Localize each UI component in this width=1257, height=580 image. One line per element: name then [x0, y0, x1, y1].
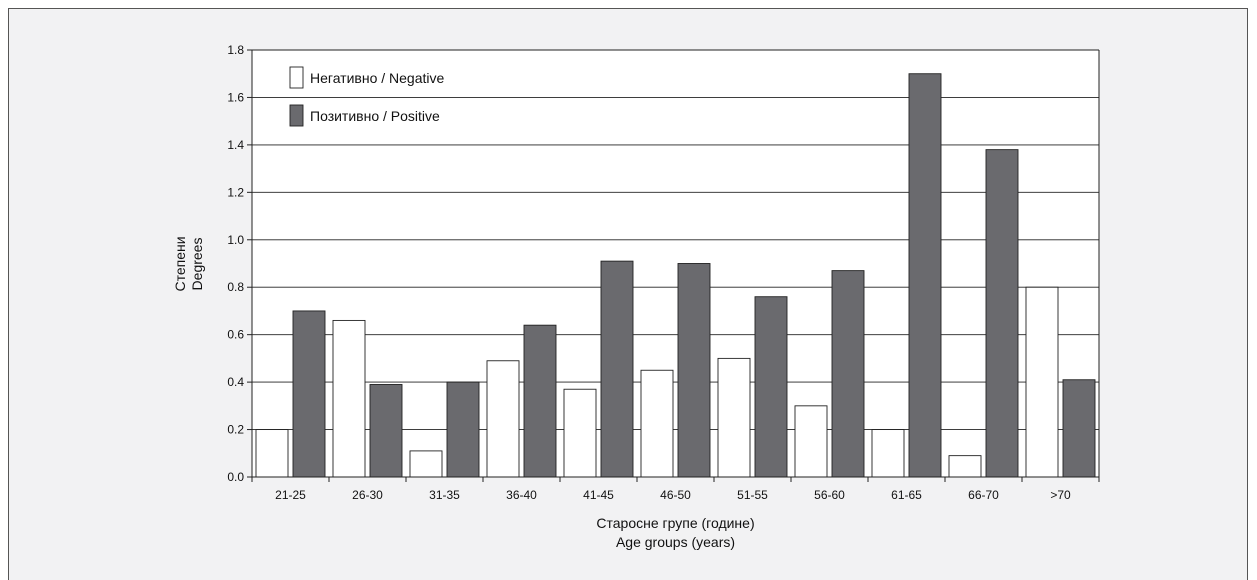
x-tick-label: 26-30 — [352, 488, 383, 502]
x-tick-label: 31-35 — [429, 488, 460, 502]
x-tick-label: 46-50 — [660, 488, 691, 502]
y-tick-label: 1.6 — [227, 90, 244, 104]
chart: 0.0 0.2 0.4 0.6 0.8 1.0 1.2 1.4 1.6 1.8 21-25 26-3… — [172, 43, 1100, 550]
bar-negative — [717, 357, 751, 478]
bar-negative — [871, 429, 905, 478]
bar-negative — [948, 455, 982, 478]
legend-label-negative: Негативно / Negative — [310, 70, 444, 86]
axes — [247, 49, 1100, 482]
legend-swatch-negative — [289, 66, 304, 89]
bar-negative — [563, 388, 597, 478]
bar-positive — [600, 260, 634, 478]
y-tick-label: 1.4 — [227, 138, 244, 152]
y-tick-label: 0.6 — [227, 328, 244, 342]
y-axis-label-english: Degrees — [189, 238, 205, 291]
y-tick-label: 1.2 — [227, 185, 244, 199]
bars — [255, 73, 1096, 478]
x-tick-label: 51-55 — [737, 488, 768, 502]
bar-negative — [332, 319, 366, 478]
bar-negative — [1025, 286, 1059, 478]
y-tick-label: 0.0 — [227, 470, 244, 484]
bar-negative — [486, 360, 520, 478]
y-tick-label: 0.2 — [227, 423, 244, 437]
legend-label-positive: Позитивно / Positive — [310, 108, 440, 124]
y-tick-labels: 0.0 0.2 0.4 0.6 0.8 1.0 1.2 1.4 1.6 1.8 — [227, 43, 244, 484]
legend-swatch-positive — [289, 104, 304, 127]
x-tick-label: 61-65 — [891, 488, 922, 502]
bar-positive — [677, 263, 711, 478]
y-tick-label: 0.4 — [227, 375, 244, 389]
x-tick-label: 41-45 — [583, 488, 614, 502]
y-axis-label-serbian: Степени — [172, 236, 188, 291]
bar-positive — [292, 310, 326, 478]
chart-frame: 0.0 0.2 0.4 0.6 0.8 1.0 1.2 1.4 1.6 1.8 21-25 26-3… — [8, 8, 1248, 580]
x-tick-label: 36-40 — [506, 488, 537, 502]
bar-positive — [1062, 379, 1096, 478]
x-tick-label: 66-70 — [968, 488, 999, 502]
bar-negative — [640, 369, 674, 478]
legend: Негативно / Negative Позитивно / Positiv… — [289, 66, 444, 127]
x-axis-label-english: Age groups (years) — [616, 534, 735, 550]
bar-negative — [409, 450, 443, 478]
bar-positive — [908, 73, 942, 478]
bar-positive — [523, 324, 557, 478]
y-tick-label: 1.8 — [227, 43, 244, 57]
bar-negative — [794, 405, 828, 478]
bar-positive — [831, 270, 865, 478]
y-tick-label: 1.0 — [227, 233, 244, 247]
x-tick-label: 56-60 — [814, 488, 845, 502]
x-tick-label: >70 — [1050, 488, 1071, 502]
y-tick-label: 0.8 — [227, 280, 244, 294]
x-tick-label: 21-25 — [275, 488, 306, 502]
bar-positive — [985, 149, 1019, 478]
bar-positive — [446, 381, 480, 478]
x-tick-labels: 21-25 26-30 31-35 36-40 41-45 46-50 51-55 56-60… — [275, 488, 1071, 502]
bar-positive — [754, 296, 788, 478]
x-axis-label-serbian: Старосне групе (године) — [596, 515, 754, 531]
bar-negative — [255, 429, 289, 478]
bar-positive — [369, 384, 403, 478]
